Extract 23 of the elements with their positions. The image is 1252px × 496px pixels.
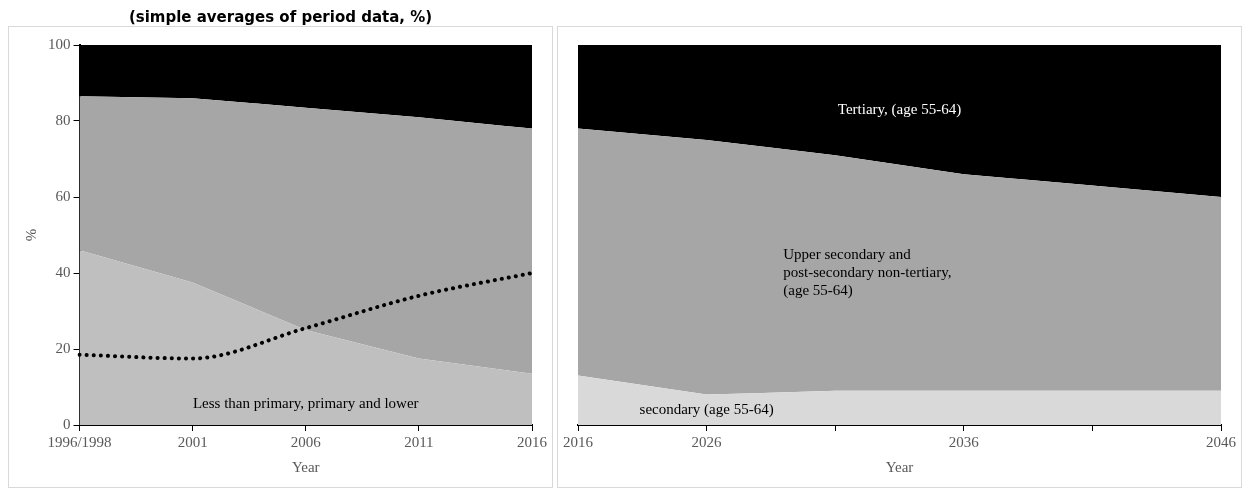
- y-tick-label: 100: [48, 35, 71, 52]
- series-label: Tertiary, (age 55-64): [837, 100, 962, 118]
- y-axis-title: %: [22, 228, 39, 242]
- y-tick-label: 20: [55, 339, 71, 356]
- x-axis-title: Year: [291, 458, 320, 475]
- x-tick-label: 2016: [517, 433, 548, 450]
- x-tick-label: 2046: [1206, 433, 1237, 450]
- x-tick-label: 1996/1998: [47, 433, 112, 450]
- x-tick-label: 2026: [691, 433, 723, 450]
- series-label: secondary (age 55-64): [639, 400, 774, 418]
- y-tick-label: 40: [55, 263, 71, 280]
- x-axis-title: Year: [885, 458, 914, 475]
- series-label: Less than primary, primary and lower: [192, 395, 419, 412]
- y-tick-label: 0: [63, 415, 71, 432]
- y-tick-label: 80: [55, 111, 71, 128]
- series-label: Upper secondary and post-secondary non-tertiary, (age 55-64): [783, 245, 952, 299]
- x-tick-label: 2001: [177, 433, 208, 450]
- chart-title: (simple averages of period data, %): [127, 8, 434, 26]
- x-tick-label: 2011: [404, 433, 434, 450]
- x-tick-label: 2006: [290, 433, 322, 450]
- x-tick-label: 2016: [563, 433, 594, 450]
- x-tick-label: 2036: [948, 433, 980, 450]
- y-tick-label: 60: [55, 187, 71, 204]
